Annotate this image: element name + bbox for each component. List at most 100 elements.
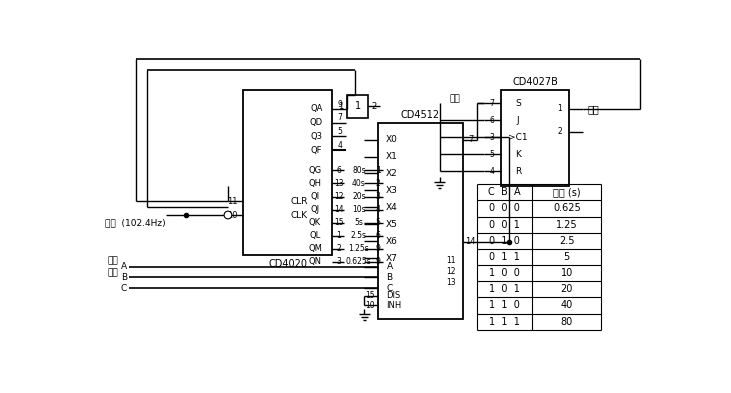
Text: 80: 80 [561,317,573,327]
Text: X3: X3 [386,186,398,195]
Text: 7: 7 [468,135,473,144]
Text: DIS: DIS [387,291,401,300]
Text: 0  0  0: 0 0 0 [489,204,520,213]
Text: 4: 4 [490,167,494,176]
Text: 0  0  1: 0 0 1 [489,220,520,230]
Text: J: J [517,116,520,125]
Text: 1  0  0: 1 0 0 [489,268,520,278]
Text: X2: X2 [386,169,398,178]
Text: 15: 15 [334,218,344,227]
Text: 9: 9 [376,257,381,266]
Text: 1  0  1: 1 0 1 [489,284,520,294]
Text: QH: QH [308,179,322,188]
Text: C: C [387,284,393,293]
Text: QJ: QJ [311,205,319,214]
Text: QI: QI [311,192,319,201]
Text: CLK: CLK [290,211,307,220]
Text: 7: 7 [490,99,494,108]
Text: Q3: Q3 [311,132,322,141]
Text: QA: QA [311,104,322,113]
Bar [243,90,332,255]
Text: QM: QM [308,244,322,253]
Text: 10: 10 [227,211,237,220]
Bar [501,90,569,186]
Text: 5: 5 [564,252,570,262]
Text: 10s: 10s [352,205,366,214]
Text: CD4512: CD4512 [401,110,440,120]
Text: 2.5: 2.5 [559,236,575,246]
Text: 15: 15 [366,291,375,300]
Text: 11: 11 [447,256,456,265]
Text: 3: 3 [336,257,341,266]
Text: 输出 (s): 输出 (s) [553,187,580,197]
Text: C: C [121,284,127,293]
Text: 1: 1 [338,102,344,111]
Text: 2.5s: 2.5s [351,231,367,240]
Text: 14: 14 [465,237,476,246]
Text: 2: 2 [336,244,341,253]
Text: 10: 10 [561,268,573,278]
Text: 9: 9 [376,244,381,253]
Text: 10: 10 [366,301,375,310]
Text: 启动: 启动 [450,94,461,103]
Text: 1: 1 [336,231,341,240]
Text: 3: 3 [490,133,494,142]
Text: 6: 6 [336,166,341,175]
Text: 时钟  (102.4Hz): 时钟 (102.4Hz) [105,218,166,227]
Text: CD4027B: CD4027B [512,77,558,87]
Text: 13: 13 [447,277,456,286]
Text: QD: QD [310,118,323,127]
Text: 5s: 5s [355,218,363,227]
Text: 1  1  1: 1 1 1 [489,317,520,327]
Text: 2: 2 [371,102,377,111]
Text: 5: 5 [490,150,494,159]
Text: QF: QF [311,146,322,155]
Text: 40s: 40s [352,179,366,188]
Text: CD4020: CD4020 [268,259,307,269]
Text: X5: X5 [386,220,398,229]
Text: 9: 9 [337,100,342,108]
Text: QL: QL [309,231,321,240]
Text: CLR: CLR [290,196,308,206]
Text: 3: 3 [376,192,381,201]
Text: 1: 1 [376,166,380,175]
Text: 输出: 输出 [588,104,599,114]
Text: 6: 6 [490,116,494,125]
Text: 2: 2 [376,179,380,188]
Bar [347,95,368,118]
Text: 12: 12 [447,267,456,276]
Text: 0  1  1: 0 1 1 [489,252,520,262]
Text: 1.25s: 1.25s [349,244,369,253]
Text: 5: 5 [337,127,342,136]
Text: 80s: 80s [352,166,366,175]
Text: 0  1  0: 0 1 0 [489,236,520,246]
Text: A: A [121,262,127,271]
Text: 2: 2 [558,127,562,136]
Text: 20s: 20s [352,192,366,201]
Text: X7: X7 [386,253,398,263]
Text: 20: 20 [561,284,573,294]
Text: 1.25: 1.25 [556,220,577,230]
Bar [378,123,463,319]
Text: 14: 14 [334,205,344,214]
Text: 12: 12 [334,192,344,201]
Text: A: A [387,262,393,271]
Text: 40: 40 [561,301,573,310]
Text: B: B [121,273,127,282]
Text: QG: QG [308,166,322,175]
Text: 4: 4 [337,141,342,150]
Text: 6: 6 [376,231,381,240]
Text: X4: X4 [386,203,398,212]
Text: 定时: 定时 [107,256,118,265]
Text: 0.625s: 0.625s [346,257,372,266]
Text: B: B [387,273,393,282]
Text: 1: 1 [558,104,562,113]
Text: 7: 7 [337,114,342,123]
Text: C  B  A: C B A [488,187,520,197]
Text: S: S [515,99,521,108]
Text: >C1: >C1 [509,133,528,142]
Text: 0.625: 0.625 [553,204,580,213]
Text: 1  1  0: 1 1 0 [489,301,520,310]
Text: X1: X1 [386,152,398,161]
Text: INH: INH [386,301,401,310]
